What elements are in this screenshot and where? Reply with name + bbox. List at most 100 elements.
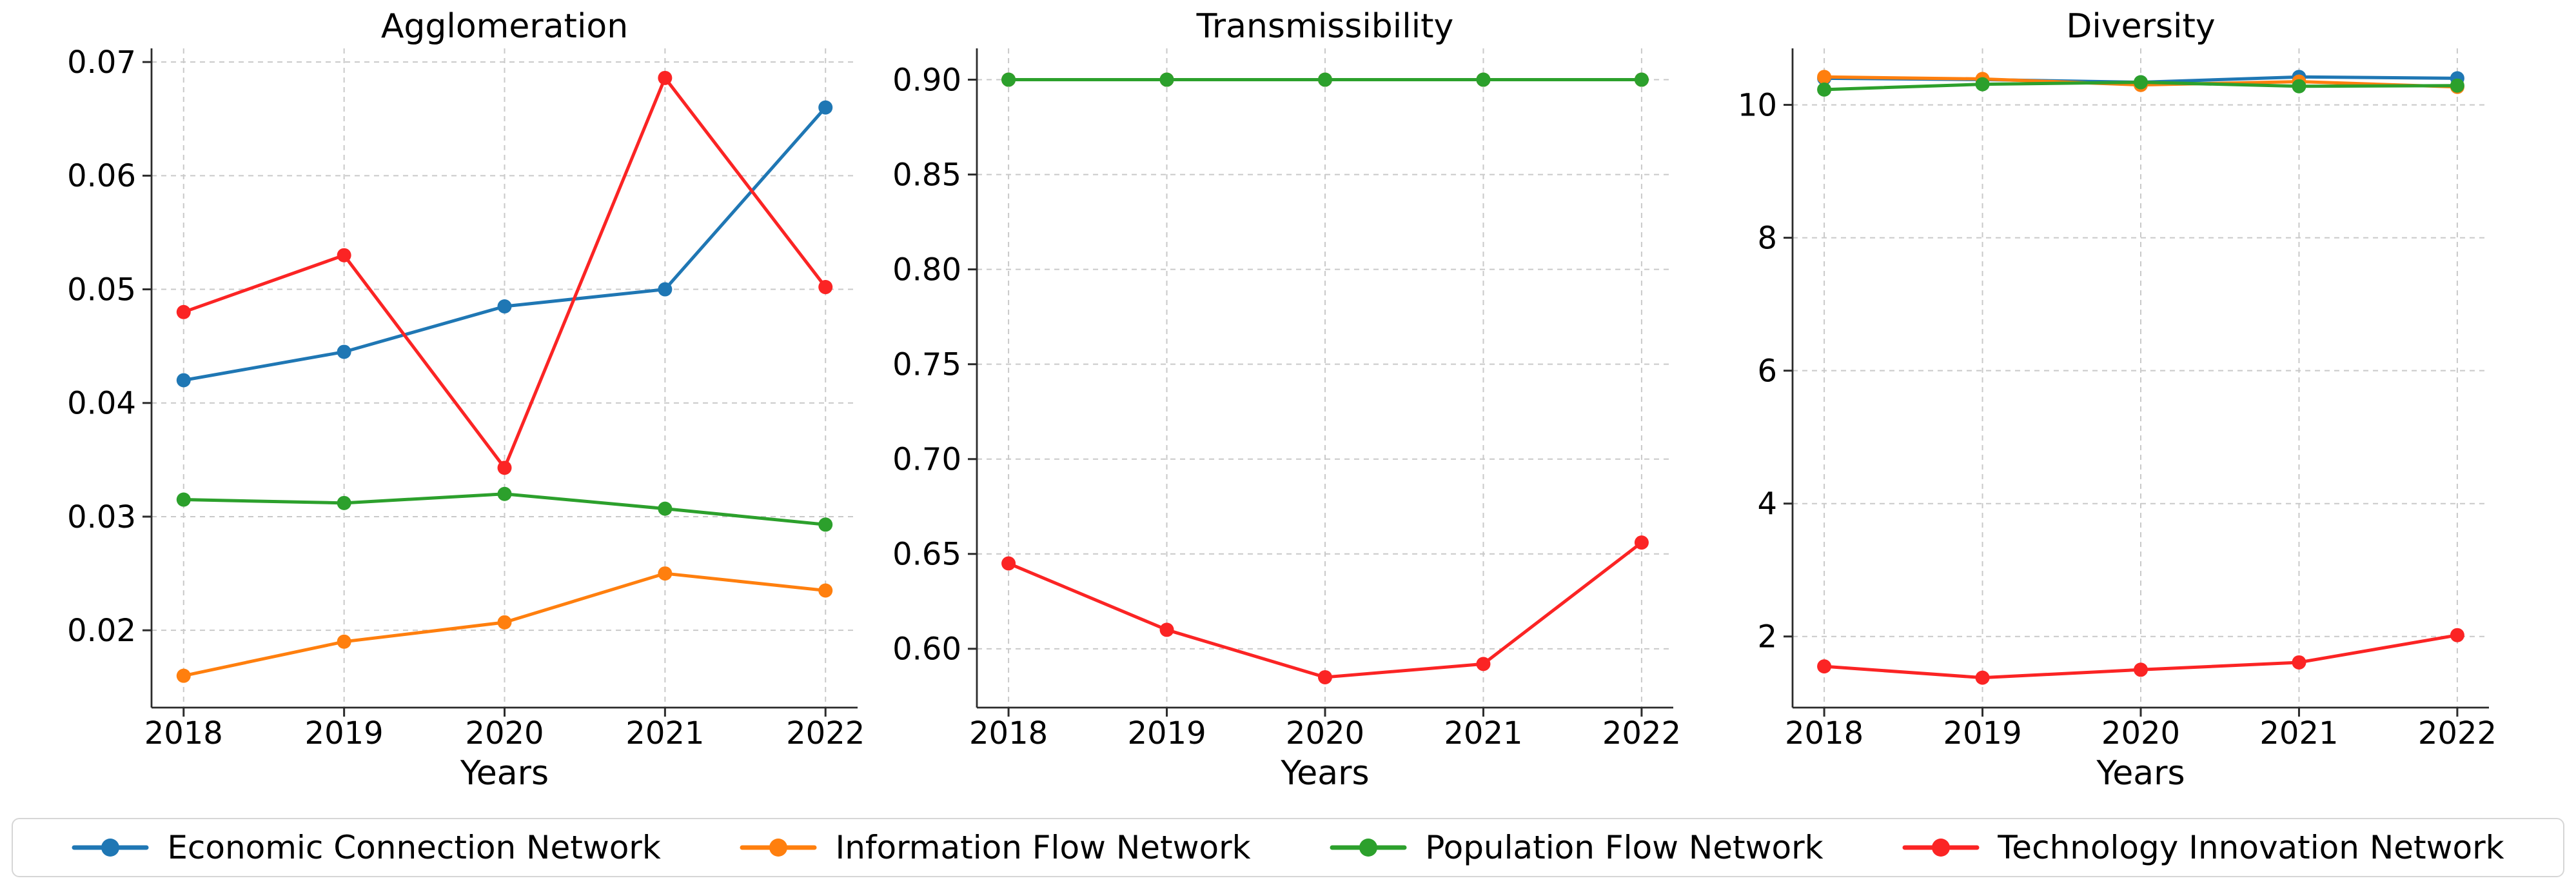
x-tick-label: 2022 — [2418, 715, 2497, 751]
data-point-population-2019 — [337, 495, 351, 510]
data-point-technology-2021 — [658, 70, 673, 85]
x-tick-label: 2021 — [1444, 715, 1522, 751]
data-point-population-2020 — [2134, 75, 2148, 90]
data-point-population-2022 — [2450, 78, 2464, 93]
x-axis-label: Years — [1280, 754, 1369, 793]
data-point-technology-2020 — [1318, 670, 1332, 684]
x-tick-label: 2022 — [786, 715, 865, 751]
legend-label: Economic Connection Network — [167, 829, 661, 866]
charts-canvas: 0.02 0.03 0.04 0.05 0.06 0.07 2018 2019 2020 2021… — [67, 7, 2497, 793]
y-tick-label: 0.70 — [892, 442, 961, 478]
data-point-population-2021 — [658, 501, 673, 516]
y-tick-label: 6 — [1757, 353, 1777, 389]
chart-transmissibility: 0.60 0.65 0.70 0.75 0.80 0.85 0.90 2018 2019 2020… — [892, 7, 1681, 793]
data-point-economic-2020 — [497, 299, 512, 313]
legend-marker-information — [740, 839, 817, 857]
x-axis-label: Years — [460, 754, 549, 793]
data-point-technology-2019 — [337, 248, 351, 263]
y-tick-label: 0.06 — [67, 158, 136, 194]
data-point-population-2019 — [1975, 77, 1990, 92]
chart-agglomeration: 0.02 0.03 0.04 0.05 0.06 0.07 2018 2019 2020 2021… — [67, 7, 865, 793]
data-point-population-2022 — [818, 517, 833, 532]
y-tick-label: 0.90 — [892, 62, 961, 98]
y-tick-label: 0.05 — [67, 272, 136, 308]
y-tick-label: 0.04 — [67, 386, 136, 422]
legend: Economic Connection Network Information F… — [12, 818, 2564, 877]
x-axis-label: Years — [2096, 754, 2185, 793]
y-tick-label: 0.02 — [67, 613, 136, 649]
chart-title: Transmissibility — [1196, 7, 1454, 46]
legend-label: Information Flow Network — [835, 829, 1251, 866]
chart-diversity: 2 4 6 8 10 2018 2019 2020 2021 2022 Diversity Years — [1738, 7, 2497, 793]
x-tick-label: 2020 — [465, 715, 544, 751]
chart-title: Agglomeration — [381, 7, 628, 46]
data-point-technology-2022 — [1634, 535, 1649, 550]
x-tick-label: 2019 — [1127, 715, 1206, 751]
data-point-information-2022 — [818, 583, 833, 598]
y-tick-label: 0.03 — [67, 499, 136, 535]
y-tick-label: 0.65 — [892, 537, 961, 573]
data-point-technology-2018 — [1817, 659, 1832, 674]
legend-dot — [1359, 839, 1378, 857]
data-point-population-2018 — [176, 492, 191, 507]
data-point-technology-2018 — [1001, 556, 1016, 571]
legend-item-information-flow-network: Information Flow Network — [740, 829, 1251, 866]
legend-item-technology-innovation-network: Technology Innovation Network — [1902, 831, 2504, 864]
data-point-economic-2018 — [176, 373, 191, 388]
data-point-information-2019 — [337, 634, 351, 649]
x-tick-label: 2019 — [1943, 715, 2021, 751]
legend-label: Technology Innovation Network — [1998, 829, 2504, 866]
legend-marker-economic — [72, 839, 149, 857]
data-point-technology-2019 — [1975, 670, 1990, 685]
data-point-population-2018 — [1001, 72, 1016, 87]
legend-dot — [101, 839, 120, 857]
data-point-population-2020 — [1318, 72, 1332, 87]
y-tick-label: 0.75 — [892, 346, 961, 382]
data-point-technology-2020 — [2134, 662, 2148, 677]
y-tick-label: 8 — [1757, 220, 1777, 256]
data-point-technology-2018 — [176, 304, 191, 319]
data-point-information-2018 — [1817, 70, 1832, 84]
data-point-technology-2021 — [2292, 655, 2306, 670]
x-tick-label: 2021 — [625, 715, 704, 751]
x-tick-label: 2018 — [144, 715, 223, 751]
x-tick-label: 2021 — [2259, 715, 2338, 751]
data-point-population-2019 — [1159, 72, 1174, 87]
data-point-population-2021 — [1476, 72, 1491, 87]
y-tick-label: 4 — [1757, 486, 1777, 522]
x-tick-label: 2019 — [305, 715, 384, 751]
y-tick-label: 0.07 — [67, 45, 136, 81]
data-point-population-2018 — [1817, 82, 1832, 97]
data-point-economic-2022 — [818, 100, 833, 115]
legend-item-population-flow-network: Population Flow Network — [1330, 829, 1824, 866]
data-point-technology-2021 — [1476, 657, 1491, 671]
data-point-technology-2019 — [1159, 622, 1174, 637]
y-tick-label: 0.85 — [892, 157, 961, 193]
data-point-economic-2019 — [337, 344, 351, 359]
data-point-population-2020 — [497, 486, 512, 501]
x-tick-label: 2018 — [969, 715, 1048, 751]
x-tick-label: 2018 — [1785, 715, 1863, 751]
data-point-information-2021 — [658, 566, 673, 581]
data-point-population-2022 — [1634, 72, 1649, 87]
data-point-information-2018 — [176, 668, 191, 683]
x-tick-label: 2020 — [2101, 715, 2180, 751]
legend-dot — [769, 839, 788, 857]
legend-marker-technology — [1902, 839, 1980, 857]
y-tick-label: 0.80 — [892, 252, 961, 288]
data-point-technology-2020 — [497, 461, 512, 475]
legend-item-economic-connection-network: Economic Connection Network — [72, 831, 661, 864]
y-tick-label: 0.60 — [892, 631, 961, 668]
y-tick-label: 2 — [1757, 619, 1777, 655]
data-point-technology-2022 — [818, 280, 833, 295]
data-point-economic-2021 — [658, 282, 673, 297]
legend-marker-population — [1330, 839, 1407, 857]
legend-dot — [1932, 839, 1951, 857]
data-point-population-2021 — [2292, 79, 2306, 94]
data-point-technology-2022 — [2450, 628, 2464, 642]
y-tick-label: 10 — [1738, 87, 1777, 123]
legend-label: Population Flow Network — [1425, 829, 1824, 866]
x-tick-label: 2022 — [1602, 715, 1681, 751]
data-point-information-2020 — [497, 615, 512, 630]
